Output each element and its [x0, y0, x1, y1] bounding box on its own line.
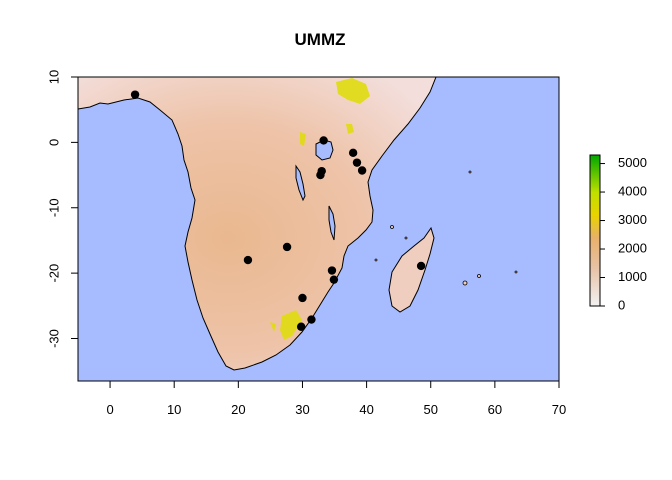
madagascar — [388, 226, 435, 313]
x-tick-label: 10 — [167, 402, 181, 417]
legend-tick-label: 5000 — [618, 155, 647, 170]
legend-tick-label: 4000 — [618, 183, 647, 198]
occurrence-point — [243, 255, 253, 265]
occurrence-point — [316, 170, 325, 180]
legend-tick-label: 2000 — [618, 240, 647, 255]
highlands — [270, 78, 370, 340]
y-tick-label: -20 — [46, 264, 61, 283]
occurrence-point — [307, 315, 316, 324]
africa-landmass — [78, 77, 437, 371]
y-tick-label: -10 — [46, 198, 61, 217]
plot-title: UMMZ — [294, 30, 346, 49]
occurrence-point — [329, 275, 339, 284]
x-tick-label: 40 — [359, 402, 373, 417]
occurrence-point — [348, 148, 358, 158]
occurrence-point — [327, 266, 337, 275]
occurrence-point — [130, 90, 140, 99]
x-tick-label: 70 — [552, 402, 566, 417]
islands — [374, 170, 518, 286]
legend-tick-label: 1000 — [618, 269, 647, 284]
occurrence-point — [416, 261, 426, 271]
y-axis: 10 0 -10 -20 -30 — [46, 70, 79, 348]
y-tick-label: 10 — [46, 70, 61, 84]
occurrence-points — [130, 90, 426, 331]
legend-tick-label: 3000 — [618, 212, 647, 227]
x-tick-label: 20 — [231, 402, 245, 417]
x-tick-label: 60 — [488, 402, 502, 417]
lake-tanganyika — [295, 164, 306, 202]
elevation-legend: 5000 4000 3000 2000 1000 0 — [589, 154, 647, 312]
occurrence-point — [282, 242, 292, 252]
occurrence-point — [319, 136, 328, 145]
occurrence-point — [352, 158, 362, 167]
lake-malawi — [328, 205, 336, 241]
occurrence-point — [296, 322, 306, 331]
x-tick-label: 30 — [295, 402, 309, 417]
legend-colorbar — [589, 154, 601, 307]
x-axis: 0 10 20 30 40 50 60 70 — [106, 380, 566, 417]
y-tick-label: -30 — [46, 329, 61, 348]
occurrence-point — [357, 166, 367, 175]
x-tick-label: 50 — [423, 402, 437, 417]
occurrence-point — [298, 293, 307, 303]
legend-tick-label: 0 — [618, 297, 625, 312]
x-tick-label: 0 — [106, 402, 113, 417]
y-tick-label: 0 — [46, 139, 61, 146]
